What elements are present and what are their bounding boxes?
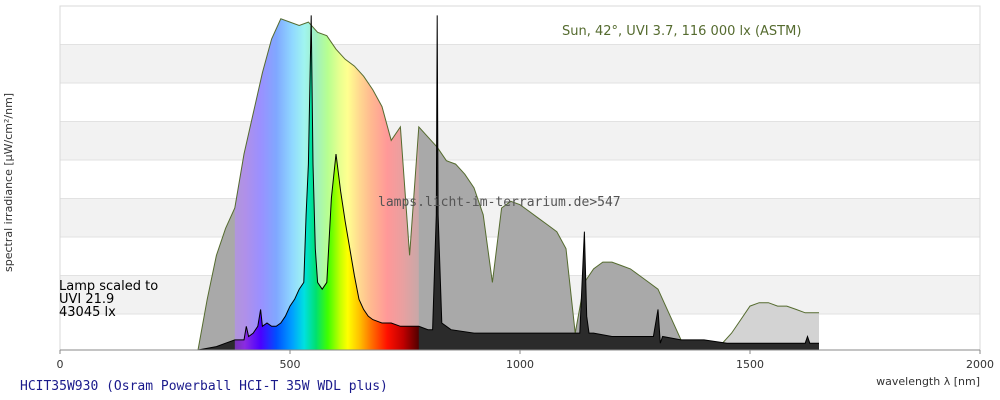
- grid-band: [60, 121, 980, 160]
- grid-band: [60, 44, 980, 83]
- x-axis-ticks: 0 500 1000 1500 2000: [57, 350, 994, 371]
- x-axis-label: wavelength λ [nm]: [876, 375, 980, 388]
- lamp-note-line-2: UVI 21.9: [59, 292, 114, 307]
- grid-band: [60, 83, 980, 122]
- lamp-note-line-3: 43045 lx: [59, 305, 116, 320]
- lamp-spectrum: [175, 15, 819, 350]
- x-tick-label: 2000: [966, 358, 994, 371]
- x-tick-label: 1500: [736, 358, 764, 371]
- grid-band: [60, 160, 980, 199]
- y-axis-label: spectral irradiance [µW/cm²/nm]: [2, 93, 15, 272]
- lamp-note-line-1: Lamp scaled to: [59, 279, 158, 294]
- x-tick-label: 0: [57, 358, 64, 371]
- watermark: lamps.licht-im-terrarium.de>547: [378, 195, 621, 210]
- x-tick-label: 1000: [506, 358, 534, 371]
- sun-annotation: Sun, 42°, UVI 3.7, 116 000 lx (ASTM): [562, 24, 801, 39]
- sun-area-visible: [234, 18, 419, 350]
- grid-band: [60, 6, 980, 45]
- chart-title: HCIT35W930 (Osram Powerball HCI-T 35W WD…: [20, 379, 388, 394]
- sun-area-ir: [704, 302, 819, 350]
- x-tick-label: 500: [280, 358, 301, 371]
- lamp-line: [175, 15, 819, 350]
